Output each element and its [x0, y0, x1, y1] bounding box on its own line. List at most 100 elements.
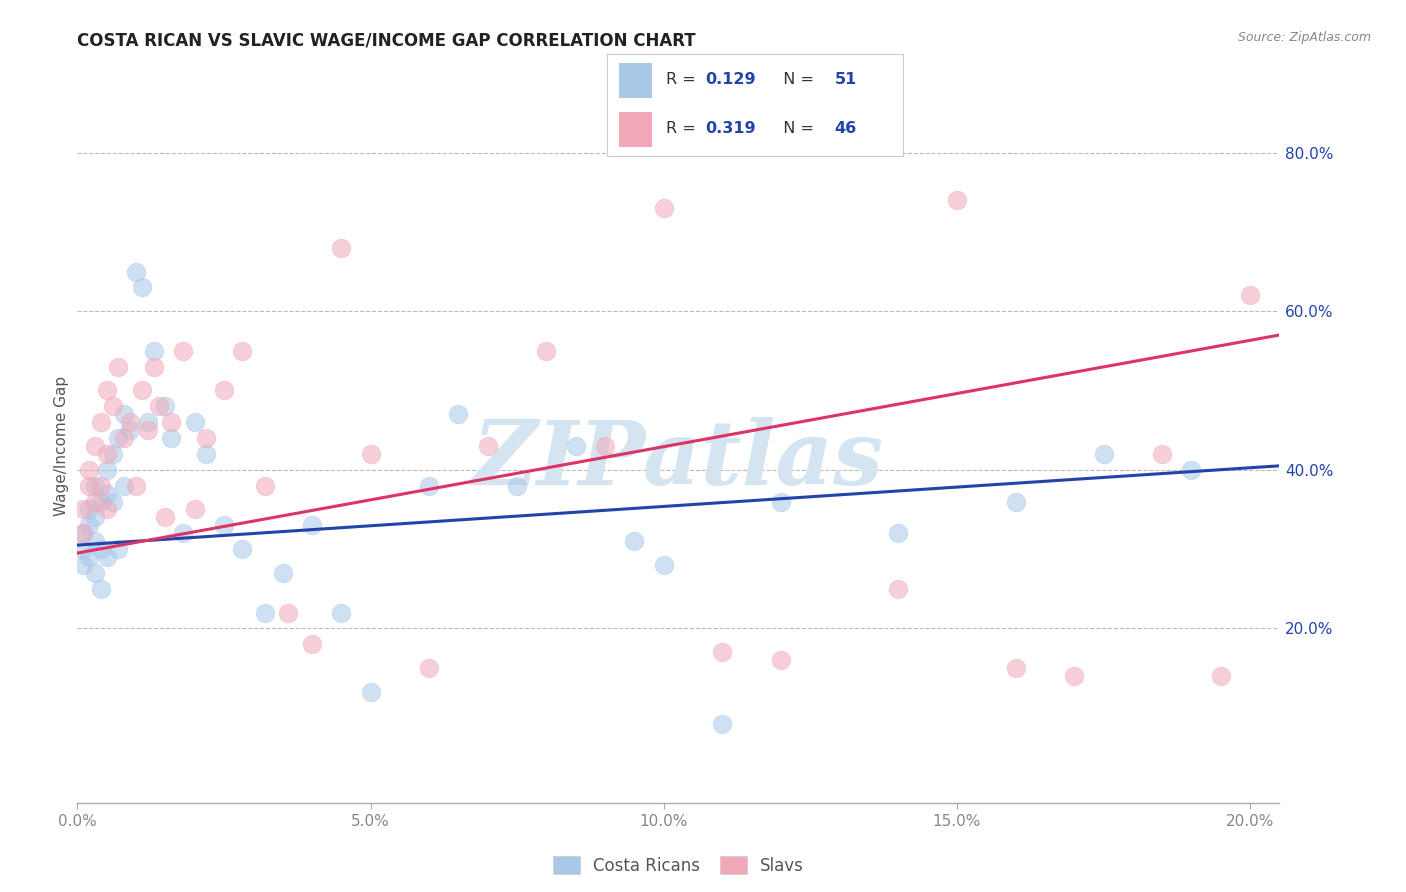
Legend: Costa Ricans, Slavs: Costa Ricans, Slavs: [547, 850, 810, 881]
Bar: [619, 112, 651, 147]
Point: [195, 447, 218, 461]
Text: 46: 46: [835, 121, 858, 136]
Point: [107, 542, 129, 557]
Point: [148, 400, 170, 414]
Point: [212, 518, 235, 533]
Point: [142, 359, 165, 374]
Point: [77, 478, 100, 492]
Point: [112, 407, 135, 421]
Point: [84, 534, 107, 549]
Point: [101, 494, 124, 508]
Text: N =: N =: [773, 121, 818, 136]
Text: ZIPatlas: ZIPatlas: [472, 417, 884, 503]
Point: [769, 494, 792, 508]
Point: [131, 384, 153, 398]
Point: [593, 439, 616, 453]
Text: R =: R =: [666, 72, 702, 87]
Point: [101, 400, 124, 414]
Point: [96, 384, 118, 398]
Point: [77, 502, 100, 516]
Point: [447, 407, 470, 421]
Point: [120, 423, 142, 437]
Point: [77, 549, 100, 564]
Point: [125, 478, 148, 492]
Point: [107, 359, 129, 374]
Point: [96, 463, 118, 477]
Point: [77, 518, 100, 533]
Point: [1004, 661, 1026, 675]
Point: [172, 343, 194, 358]
Point: [160, 431, 183, 445]
Point: [253, 606, 276, 620]
Point: [72, 502, 94, 516]
Point: [84, 478, 107, 492]
Point: [72, 526, 94, 541]
Point: [253, 478, 276, 492]
Point: [231, 343, 253, 358]
Text: COSTA RICAN VS SLAVIC WAGE/INCOME GAP CORRELATION CHART: COSTA RICAN VS SLAVIC WAGE/INCOME GAP CO…: [77, 31, 696, 49]
Point: [418, 478, 440, 492]
Text: Source: ZipAtlas.com: Source: ZipAtlas.com: [1237, 31, 1371, 45]
Point: [1209, 669, 1232, 683]
Point: [1239, 288, 1261, 302]
Point: [142, 343, 165, 358]
Point: [330, 241, 353, 255]
Text: 0.129: 0.129: [704, 72, 755, 87]
Point: [887, 526, 910, 541]
Point: [536, 343, 558, 358]
Point: [136, 415, 159, 429]
Point: [183, 502, 205, 516]
Point: [506, 478, 529, 492]
Point: [1092, 447, 1115, 461]
Point: [277, 606, 299, 620]
Point: [120, 415, 142, 429]
Point: [360, 447, 382, 461]
Point: [271, 566, 294, 580]
Point: [90, 478, 112, 492]
Point: [623, 534, 645, 549]
Point: [84, 510, 107, 524]
Text: 0.319: 0.319: [704, 121, 755, 136]
Point: [769, 653, 792, 667]
Point: [84, 494, 107, 508]
Point: [330, 606, 353, 620]
Text: N =: N =: [773, 72, 818, 87]
Point: [90, 415, 112, 429]
Point: [360, 685, 382, 699]
Point: [72, 542, 94, 557]
Point: [72, 558, 94, 572]
Point: [301, 518, 323, 533]
Point: [155, 400, 177, 414]
Point: [125, 264, 148, 278]
Point: [565, 439, 588, 453]
Point: [136, 423, 159, 437]
Point: [652, 201, 675, 215]
Point: [72, 526, 94, 541]
Point: [946, 193, 969, 207]
Point: [301, 637, 323, 651]
Point: [90, 582, 112, 596]
Point: [711, 716, 734, 731]
Point: [212, 384, 235, 398]
Point: [195, 431, 218, 445]
Point: [112, 478, 135, 492]
Point: [101, 447, 124, 461]
Point: [1063, 669, 1085, 683]
Point: [231, 542, 253, 557]
Point: [112, 431, 135, 445]
Point: [96, 502, 118, 516]
Point: [84, 566, 107, 580]
Point: [652, 558, 675, 572]
Point: [84, 439, 107, 453]
Point: [155, 510, 177, 524]
Y-axis label: Wage/Income Gap: Wage/Income Gap: [53, 376, 69, 516]
Point: [887, 582, 910, 596]
Bar: [619, 62, 651, 97]
Point: [160, 415, 183, 429]
Point: [183, 415, 205, 429]
Point: [96, 549, 118, 564]
Point: [77, 463, 100, 477]
Point: [90, 542, 112, 557]
Point: [711, 645, 734, 659]
Point: [131, 280, 153, 294]
